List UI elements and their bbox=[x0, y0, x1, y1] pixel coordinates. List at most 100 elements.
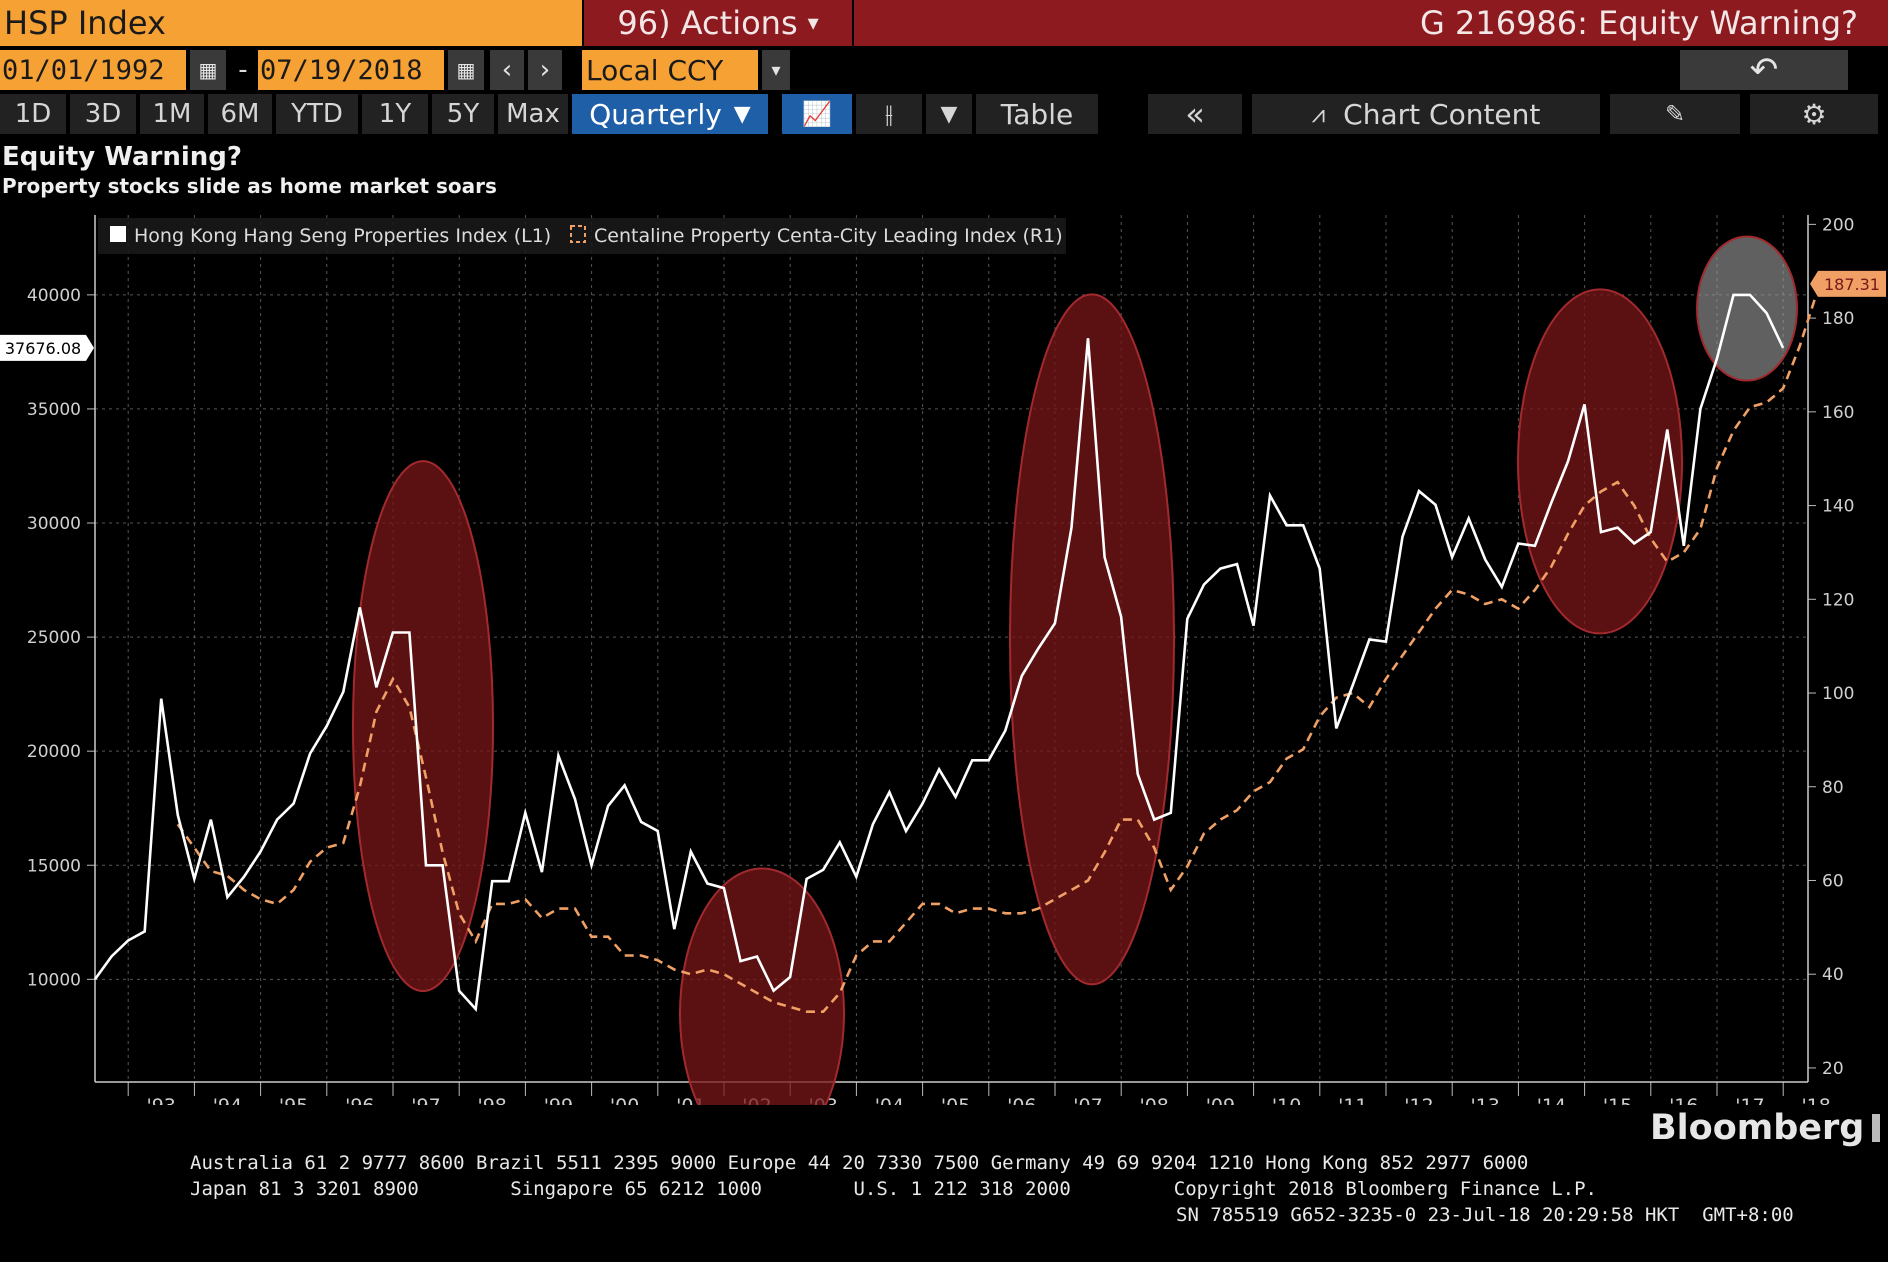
ticker-field[interactable]: HSP Index bbox=[0, 0, 582, 46]
range-button-5y[interactable]: 5Y bbox=[432, 94, 494, 134]
x-tick-label: '09 bbox=[1206, 1095, 1235, 1105]
x-tick-label: '00 bbox=[610, 1095, 639, 1105]
range-button-ytd[interactable]: YTD bbox=[276, 94, 358, 134]
last-value-label-right: 187.31 bbox=[1824, 275, 1880, 294]
frequency-label: Quarterly bbox=[589, 97, 722, 131]
y-right-tick-label: 180 bbox=[1822, 309, 1854, 329]
last-value-tag-arrow bbox=[1810, 270, 1818, 297]
range-button-6m[interactable]: 6M bbox=[208, 94, 272, 134]
end-date-input[interactable]: 07/19/2018 bbox=[258, 50, 444, 90]
x-tick-label: '16 bbox=[1669, 1095, 1698, 1105]
series-line-hsp bbox=[93, 293, 1785, 1012]
series-line-centaline bbox=[176, 282, 1834, 1013]
chart-title: Equity Warning? bbox=[2, 142, 242, 172]
toolbar: 1D 3D 1M 6M YTD 1Y 5Y Max Quarterly ▼ 📈 ⫲ ▼ Tab… bbox=[0, 94, 1888, 134]
chevron-down-icon[interactable]: ▼ bbox=[926, 94, 972, 134]
start-date-input[interactable]: 01/01/1992 bbox=[0, 50, 186, 90]
chevron-left-icon[interactable]: ‹ bbox=[490, 50, 524, 90]
y-right-tick-label: 20 bbox=[1822, 1059, 1844, 1079]
y-right-tick-label: 120 bbox=[1822, 590, 1854, 610]
chevron-down-icon: ▼ bbox=[733, 101, 751, 127]
back-button[interactable]: ↶ bbox=[1680, 50, 1848, 90]
y-right-tick-label: 160 bbox=[1822, 403, 1854, 423]
legend-label-centaline: Centaline Property Centa-City Leading In… bbox=[594, 225, 1063, 247]
x-tick-label: '12 bbox=[1404, 1095, 1433, 1105]
legend-swatch-centaline bbox=[570, 225, 586, 243]
y-right-tick-label: 60 bbox=[1822, 871, 1844, 891]
y-right-tick-label: 40 bbox=[1822, 965, 1844, 985]
footer-line-2: Japan 81 3 3201 8900 Singapore 65 6212 1… bbox=[190, 1178, 1597, 1200]
x-tick-label: '98 bbox=[477, 1095, 506, 1105]
x-tick-label: '17 bbox=[1735, 1095, 1764, 1105]
currency-select[interactable]: Local CCY bbox=[582, 50, 758, 90]
y-left-tick-label: 35000 bbox=[27, 400, 81, 420]
calendar-icon[interactable]: ▦ bbox=[190, 50, 226, 90]
range-button-1m[interactable]: 1M bbox=[140, 94, 204, 134]
chart-title-bar: G 216986: Equity Warning? bbox=[854, 0, 1888, 46]
x-tick-label: '01 bbox=[676, 1095, 705, 1105]
header-bar: HSP Index 96) Actions ▾ G 216986: Equity… bbox=[0, 0, 1888, 46]
x-tick-label: '96 bbox=[345, 1095, 374, 1105]
y-left-tick-label: 40000 bbox=[27, 286, 81, 306]
actions-menu[interactable]: 96) Actions ▾ bbox=[584, 0, 852, 46]
footer-line-3: SN 785519 G652-3235-0 23-Jul-18 20:29:58… bbox=[1176, 1204, 1794, 1226]
highlight-ellipse bbox=[352, 460, 494, 993]
y-left-tick-label: 20000 bbox=[27, 742, 81, 762]
y-right-tick-label: 80 bbox=[1822, 778, 1844, 798]
bloomberg-logo: Bloomberg bbox=[1650, 1108, 1880, 1148]
x-tick-label: '07 bbox=[1073, 1095, 1102, 1105]
x-tick-label: '93 bbox=[146, 1095, 175, 1105]
table-button[interactable]: Table bbox=[976, 94, 1098, 134]
range-button-1d[interactable]: 1D bbox=[0, 94, 66, 134]
x-tick-label: '94 bbox=[213, 1095, 242, 1105]
y-left-tick-label: 30000 bbox=[27, 514, 81, 534]
frequency-select[interactable]: Quarterly ▼ bbox=[572, 94, 768, 134]
range-button-1y[interactable]: 1Y bbox=[362, 94, 428, 134]
actions-label: 96) Actions bbox=[617, 4, 798, 42]
y-right-tick-label: 200 bbox=[1822, 215, 1854, 235]
range-button-3d[interactable]: 3D bbox=[70, 94, 136, 134]
date-separator: - bbox=[238, 55, 248, 85]
date-bar: 01/01/1992 ▦ - 07/19/2018 ▦ ‹ › Local CC… bbox=[0, 50, 1888, 90]
chevron-right-icon[interactable]: › bbox=[528, 50, 562, 90]
x-tick-label: '97 bbox=[411, 1095, 440, 1105]
last-value-tag-arrow bbox=[86, 334, 94, 361]
highlight-ellipse bbox=[1517, 288, 1683, 635]
x-tick-label: '08 bbox=[1139, 1095, 1168, 1105]
y-left-tick-label: 10000 bbox=[27, 970, 81, 990]
highlight-ellipse bbox=[1009, 293, 1175, 986]
x-tick-label: '04 bbox=[875, 1095, 904, 1105]
x-tick-label: '95 bbox=[279, 1095, 308, 1105]
x-tick-label: '13 bbox=[1470, 1095, 1499, 1105]
legend-swatch-hsp bbox=[110, 226, 126, 242]
x-tick-label: '06 bbox=[1007, 1095, 1036, 1105]
y-right-tick-label: 140 bbox=[1822, 497, 1854, 517]
footer-line-1: Australia 61 2 9777 8600 Brazil 5511 239… bbox=[190, 1152, 1529, 1174]
range-button-max[interactable]: Max bbox=[498, 94, 568, 134]
highlight-ellipse bbox=[1696, 235, 1798, 382]
y-left-tick-label: 15000 bbox=[27, 856, 81, 876]
collapse-button[interactable]: « bbox=[1148, 94, 1242, 134]
gear-icon[interactable]: ⚙ bbox=[1750, 94, 1878, 134]
bloomberg-icon bbox=[1872, 1114, 1880, 1142]
chart-subtitle: Property stocks slide as home market soa… bbox=[2, 174, 497, 198]
x-tick-label: '14 bbox=[1537, 1095, 1566, 1105]
x-tick-label: '11 bbox=[1338, 1095, 1367, 1105]
calendar-icon[interactable]: ▦ bbox=[448, 50, 484, 90]
brand-label: Bloomberg bbox=[1650, 1108, 1865, 1148]
chevron-down-icon: ▾ bbox=[807, 10, 819, 36]
chart-content-button[interactable]: ⩘ Chart Content bbox=[1252, 94, 1600, 134]
legend-label-hsp: Hong Kong Hang Seng Properties Index (L1… bbox=[134, 225, 551, 247]
line-chart-icon[interactable]: 📈 bbox=[782, 94, 852, 134]
x-tick-label: '10 bbox=[1272, 1095, 1301, 1105]
chart-content-label: Chart Content bbox=[1343, 97, 1541, 131]
last-value-tag-right bbox=[1818, 270, 1886, 297]
line-chart: '93'94'95'96'97'98'99'00'01'02'03'04'05'… bbox=[0, 215, 1886, 1105]
x-tick-label: '18 bbox=[1801, 1095, 1830, 1105]
chevron-down-icon[interactable]: ▾ bbox=[762, 50, 790, 90]
y-left-tick-label: 25000 bbox=[27, 628, 81, 648]
last-value-tag-left bbox=[0, 334, 86, 361]
edit-icon[interactable]: ✎ bbox=[1610, 94, 1740, 134]
x-tick-label: '05 bbox=[941, 1095, 970, 1105]
bar-chart-icon[interactable]: ⫲ bbox=[856, 94, 922, 134]
